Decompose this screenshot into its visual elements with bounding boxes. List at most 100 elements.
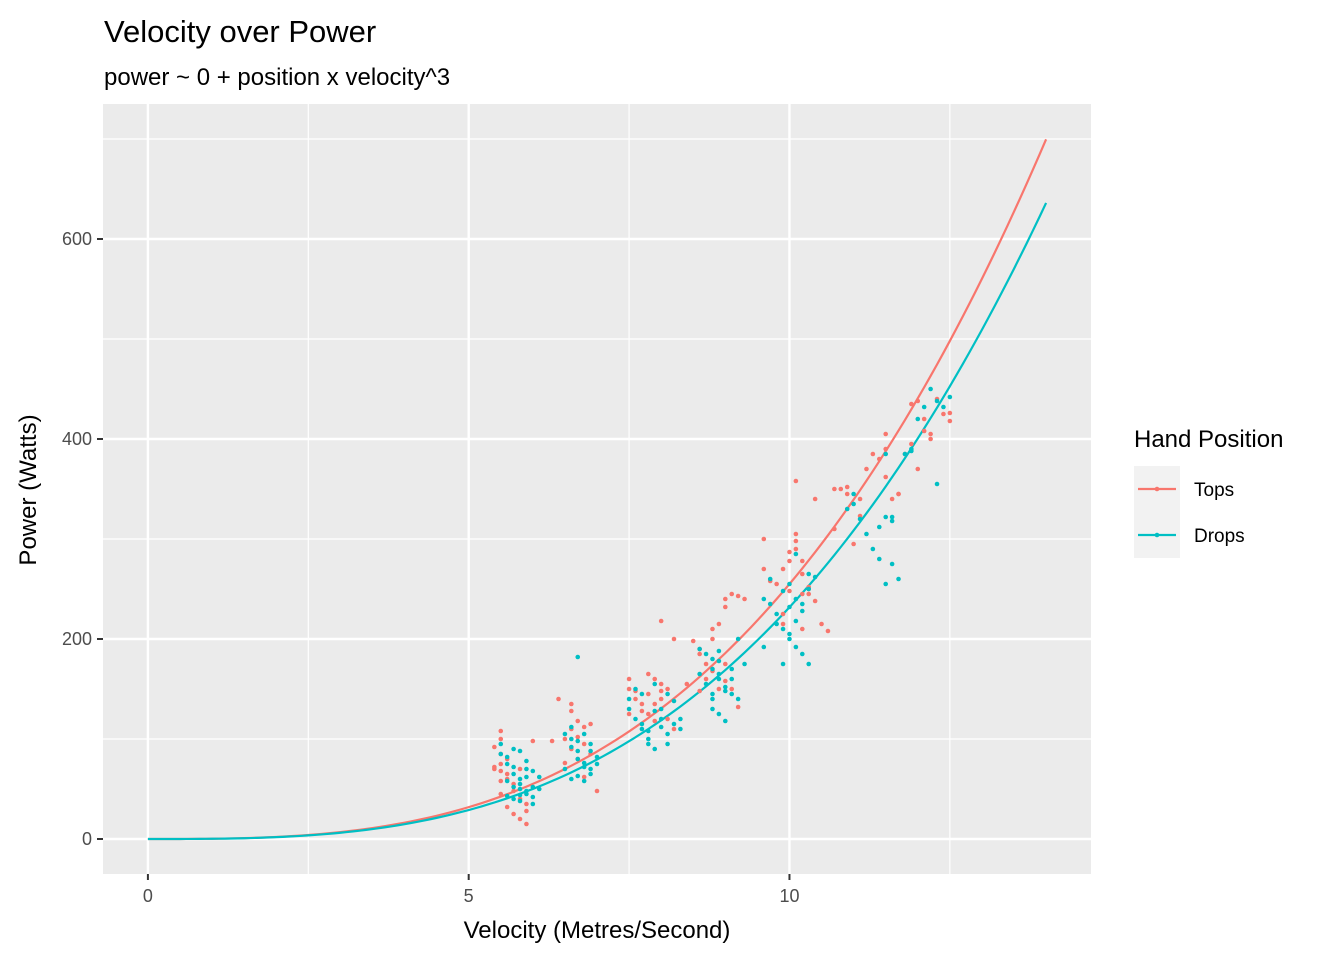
point-drops xyxy=(876,524,882,530)
point-drops xyxy=(575,748,581,754)
point-tops xyxy=(690,638,696,644)
point-tops xyxy=(588,721,593,727)
point-drops xyxy=(569,744,574,750)
point-drops xyxy=(710,666,715,672)
point-tops xyxy=(947,410,953,416)
point-tops xyxy=(735,593,741,599)
point-drops xyxy=(658,706,664,712)
point-tops xyxy=(883,431,888,437)
point-tops xyxy=(575,734,581,740)
point-tops xyxy=(498,736,504,742)
point-tops xyxy=(915,466,921,472)
point-drops xyxy=(498,741,504,747)
point-tops xyxy=(524,801,529,807)
point-tops xyxy=(883,474,888,480)
point-drops xyxy=(536,774,542,780)
point-tops xyxy=(723,678,728,684)
point-drops xyxy=(729,676,735,682)
legend: Hand Position Tops Drops xyxy=(1134,426,1283,558)
point-drops xyxy=(646,736,651,742)
point-tops xyxy=(562,760,568,766)
point-drops xyxy=(857,516,863,522)
point-drops xyxy=(536,786,542,792)
legend-key-point xyxy=(1154,532,1160,538)
point-drops xyxy=(723,718,728,724)
point-tops xyxy=(889,496,895,502)
point-tops xyxy=(697,651,702,657)
point-tops xyxy=(812,598,818,604)
point-drops xyxy=(800,601,805,607)
point-tops xyxy=(921,416,927,422)
point-tops xyxy=(581,724,587,730)
point-tops xyxy=(626,686,632,692)
point-drops xyxy=(639,721,645,727)
point-drops xyxy=(889,514,895,520)
point-drops xyxy=(889,561,895,567)
point-drops xyxy=(735,636,741,642)
point-tops xyxy=(562,736,568,742)
point-tops xyxy=(928,436,933,442)
point-drops xyxy=(581,731,587,737)
point-tops xyxy=(665,716,670,722)
point-tops xyxy=(876,456,882,462)
point-tops xyxy=(626,711,632,717)
point-tops xyxy=(915,398,921,404)
point-tops xyxy=(517,816,523,822)
point-drops xyxy=(665,741,670,747)
point-drops xyxy=(812,574,818,580)
point-tops xyxy=(498,778,504,784)
point-drops xyxy=(517,776,523,782)
point-drops xyxy=(646,741,651,747)
point-tops xyxy=(652,718,658,724)
y-axis-title: Power (Watts) xyxy=(15,414,42,565)
point-tops xyxy=(800,558,805,564)
point-tops xyxy=(896,491,901,497)
point-tops xyxy=(844,491,850,497)
point-drops xyxy=(710,706,715,712)
point-tops xyxy=(524,808,529,814)
point-drops xyxy=(652,746,658,752)
point-tops xyxy=(761,536,767,542)
point-drops xyxy=(883,514,888,520)
point-drops xyxy=(504,761,510,767)
point-drops xyxy=(716,671,722,677)
point-drops xyxy=(517,748,523,754)
point-tops xyxy=(504,771,510,777)
point-tops xyxy=(684,681,690,687)
point-tops xyxy=(652,676,658,682)
plot-panel xyxy=(103,104,1091,874)
point-tops xyxy=(703,661,709,667)
point-tops xyxy=(492,766,497,772)
point-tops xyxy=(780,566,786,572)
point-tops xyxy=(800,626,805,632)
point-drops xyxy=(671,698,677,704)
point-tops xyxy=(652,701,658,707)
point-drops xyxy=(581,760,587,766)
point-drops xyxy=(511,764,516,770)
point-drops xyxy=(524,774,529,780)
x-axis-ticks: 0 5 10 xyxy=(143,874,799,906)
point-tops xyxy=(504,804,510,810)
point-drops xyxy=(665,731,670,737)
point-drops xyxy=(941,404,946,410)
point-drops xyxy=(652,708,658,714)
point-drops xyxy=(710,696,715,702)
point-drops xyxy=(588,766,593,772)
point-tops xyxy=(787,588,792,594)
point-tops xyxy=(517,766,523,772)
point-drops xyxy=(504,778,510,784)
point-drops xyxy=(569,776,574,782)
point-tops xyxy=(883,446,888,452)
point-drops xyxy=(511,796,516,802)
point-tops xyxy=(530,738,536,744)
point-drops xyxy=(934,398,940,404)
point-drops xyxy=(671,721,677,727)
point-drops xyxy=(723,684,728,690)
point-tops xyxy=(857,496,863,502)
point-drops xyxy=(517,781,523,787)
point-tops xyxy=(825,628,831,634)
point-tops xyxy=(812,496,818,502)
point-drops xyxy=(864,531,869,537)
point-tops xyxy=(742,596,747,602)
point-drops xyxy=(800,608,805,614)
